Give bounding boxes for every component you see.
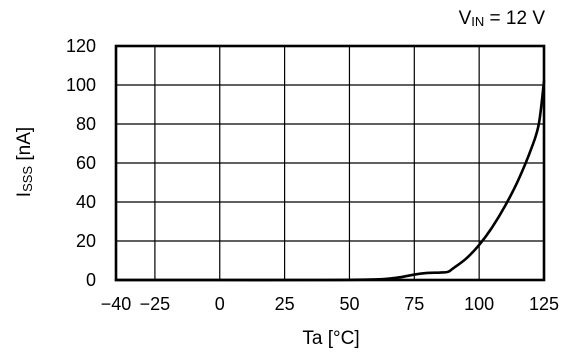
x-tick-label: 50 xyxy=(339,294,359,314)
y-tick-label: 0 xyxy=(86,270,96,290)
x-tick-label: 25 xyxy=(275,294,295,314)
x-tick-label: −40 xyxy=(101,294,132,314)
series-line xyxy=(114,79,546,282)
x-tick-label: −25 xyxy=(140,294,171,314)
x-axis-label: Ta [°C] xyxy=(302,328,359,349)
x-tick-labels: −40 −25 0 25 50 75 100 125 xyxy=(101,294,559,314)
x-tick-label: 0 xyxy=(215,294,225,314)
y-tick-label: 80 xyxy=(76,114,96,134)
x-tick-label: 125 xyxy=(529,294,559,314)
plot-frame xyxy=(114,44,546,282)
y-axis-label: ISSS [nA] xyxy=(14,127,35,197)
x-tick-label: 100 xyxy=(464,294,494,314)
grid-lines xyxy=(116,46,544,280)
y-tick-labels: 0 20 40 60 80 100 120 xyxy=(66,36,96,290)
y-tick-label: 100 xyxy=(66,75,96,95)
x-tick-label: 75 xyxy=(404,294,424,314)
condition-annotation: VIN = 12 V xyxy=(459,8,546,29)
y-tick-label: 40 xyxy=(76,192,96,212)
y-tick-label: 120 xyxy=(66,36,96,56)
y-tick-label: 60 xyxy=(76,153,96,173)
y-tick-label: 20 xyxy=(76,231,96,251)
